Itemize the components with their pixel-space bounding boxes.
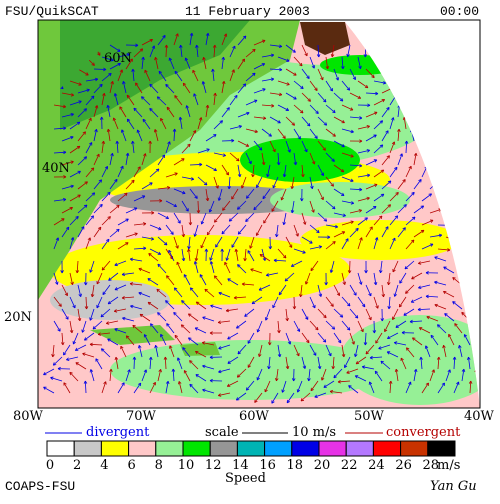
legend-scale-value: 10 m/s xyxy=(292,425,336,440)
wind-vector xyxy=(294,297,295,309)
footer-right: Yan Gu xyxy=(430,479,477,494)
lon-label: 80W xyxy=(13,409,44,424)
colorbar-swatch xyxy=(319,441,346,456)
wind-vector xyxy=(166,45,167,57)
colorbar-swatch xyxy=(373,441,400,456)
lat-label: 40N xyxy=(42,161,70,176)
colorbar-swatch xyxy=(129,441,156,456)
colorbar-swatch xyxy=(401,441,428,456)
colorbar-tick-label: 18 xyxy=(287,458,304,473)
colorbar-tick-label: 2 xyxy=(73,458,81,473)
footer-left: COAPS-FSU xyxy=(5,479,75,494)
colorbar-tick-label: 20 xyxy=(314,458,331,473)
lat-label: 20N xyxy=(4,310,32,325)
colorbar-tick-label: 12 xyxy=(205,458,222,473)
legend-scale: scale xyxy=(205,425,239,440)
lat-label: 60N xyxy=(104,51,132,66)
colorbar-swatch xyxy=(101,441,128,456)
colorbar-tick-label: 10 xyxy=(178,458,195,473)
colorbar-swatch xyxy=(237,441,264,456)
colorbar-swatch xyxy=(428,441,455,456)
colorbar-label: Speed xyxy=(225,471,266,486)
date: 11 February 2003 xyxy=(185,4,310,19)
colorbar-unit: m/s xyxy=(437,458,460,473)
lon-label: 50W xyxy=(354,409,385,424)
colorbar-swatch xyxy=(346,441,373,456)
wind-vector xyxy=(94,69,106,70)
colorbar-swatch xyxy=(74,441,101,456)
wind-vector xyxy=(190,213,191,225)
time: 00:00 xyxy=(440,4,479,19)
lon-label: 40W xyxy=(464,409,495,424)
lon-label: 70W xyxy=(126,409,157,424)
title: FSU/QuikSCAT xyxy=(5,4,99,19)
colorbar-swatch xyxy=(47,441,74,456)
colorbar-swatch xyxy=(265,441,292,456)
colorbar-tick-label: 4 xyxy=(100,458,108,473)
wind-vector xyxy=(134,357,135,369)
colorbar-tick-label: 22 xyxy=(341,458,358,473)
colorbar-swatch xyxy=(292,441,319,456)
wind-vector xyxy=(198,201,199,213)
colorbar-tick-label: 0 xyxy=(46,458,54,473)
colorbar-tick-label: 6 xyxy=(127,458,135,473)
colorbar-swatch xyxy=(183,441,210,456)
legend-convergent: convergent xyxy=(386,425,461,440)
colorbar-tick-label: 24 xyxy=(368,458,385,473)
legend-divergent: divergent xyxy=(86,425,150,440)
colorbar-swatch xyxy=(210,441,237,456)
colorbar-tick-label: 26 xyxy=(395,458,412,473)
colorbar-tick-label: 8 xyxy=(155,458,163,473)
lon-label: 60W xyxy=(239,409,270,424)
colorbar-swatch xyxy=(156,441,183,456)
